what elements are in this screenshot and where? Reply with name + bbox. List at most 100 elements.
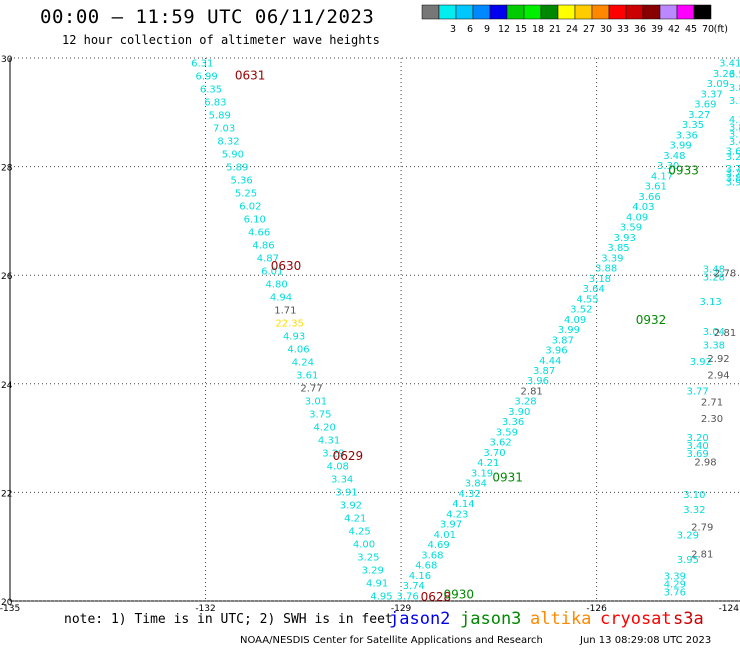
swh-value: 3.39	[664, 571, 686, 582]
y-tick-label: 24	[1, 381, 13, 391]
colorbar-tick-label: 70	[702, 24, 714, 35]
swh-value: 3.36	[502, 417, 524, 428]
swh-value: 3.69	[687, 449, 709, 460]
swh-value: 3.28	[514, 397, 536, 408]
swh-value: 3.30	[657, 161, 679, 172]
swh-value: 3.71	[726, 169, 740, 180]
swh-value: 3.90	[508, 407, 530, 418]
swh-value: 6.10	[244, 215, 266, 226]
swh-value: 1.71	[274, 306, 296, 317]
swh-value: 3.09	[707, 79, 729, 90]
swh-value: 6.35	[200, 85, 222, 96]
swh-value: 7.03	[213, 124, 235, 135]
swh-value: 3.87	[533, 366, 555, 377]
swh-value: 2.94	[707, 370, 729, 381]
swh-value: 4.03	[632, 202, 654, 213]
generated-timestamp: Jun 13 08:29:08 UTC 2023	[580, 635, 712, 646]
y-tick-label: 30	[1, 55, 13, 65]
swh-value: 3.29	[322, 448, 344, 459]
swh-value: 3.99	[669, 141, 691, 152]
swh-value: 3.52	[570, 305, 592, 316]
pass-time-label: 0933	[668, 164, 699, 178]
colorbar-tick-label: 30	[600, 24, 612, 35]
swh-value: 3.26	[713, 69, 735, 80]
swh-value: 3.40	[687, 441, 709, 452]
colorbar-unit: (ft)	[714, 24, 728, 35]
swh-value: 3.96	[527, 376, 549, 387]
swh-value: 3.68	[421, 550, 443, 561]
swh-value: 2.81	[714, 328, 736, 339]
swh-value: 4.09	[626, 212, 648, 223]
swh-value: 3.19	[471, 468, 493, 479]
swh-value: 3.87	[552, 335, 574, 346]
y-tick-label: 28	[1, 164, 13, 174]
swh-value: 4.00	[353, 539, 375, 550]
x-tick-label: -129	[391, 604, 412, 614]
swh-value: 3.48	[663, 151, 685, 162]
swh-value: 3.69	[694, 100, 716, 111]
swh-value: 4.20	[314, 422, 336, 433]
swh-value: 3.70	[483, 448, 505, 459]
y-tick-label: 22	[1, 489, 12, 499]
swh-value: 3.48	[703, 264, 725, 275]
swh-value: 5.36	[230, 176, 252, 187]
x-tick-label: -124	[719, 604, 740, 614]
colorbar-tick-label: 3	[450, 24, 456, 35]
swh-value: 3.32	[683, 505, 705, 516]
swh-value: 3.19	[729, 96, 740, 107]
swh-value: 3.25	[357, 552, 379, 563]
swh-value: 4.91	[366, 578, 388, 589]
pass-time-label: 0931	[492, 471, 523, 485]
swh-value: 4.01	[434, 530, 456, 541]
swh-value: 6.01	[261, 267, 283, 278]
colorbar-tick-label: 9	[484, 24, 490, 35]
swh-value: 4.16	[409, 571, 431, 582]
swh-value: 3.20	[687, 433, 709, 444]
swh-value: 3.59	[496, 427, 518, 438]
swh-value: 3.92	[690, 357, 712, 368]
swh-value: 4.29	[664, 579, 686, 590]
footnote: note: 1) Time is in UTC; 2) SWH is in fe…	[64, 612, 393, 627]
swh-value: 4.95	[370, 591, 392, 602]
swh-value: 3.91	[335, 487, 357, 498]
legend-cryosat: cryosat	[600, 609, 672, 629]
colorbar-tick-label: 21	[549, 24, 561, 35]
swh-value: 4.94	[270, 293, 292, 304]
swh-value: 6.02	[239, 202, 261, 213]
swh-value: 3.39	[601, 253, 623, 264]
swh-value: 3.42	[729, 137, 740, 148]
legend-s3a: s3a	[673, 609, 704, 629]
legend-jason3: jason3	[460, 609, 522, 629]
swh-value: 3.74	[403, 581, 425, 592]
swh-value: 3.27	[726, 152, 740, 163]
swh-value: 6.99	[196, 72, 218, 83]
swh-value: 5.25	[235, 189, 257, 200]
swh-value: 4.68	[415, 561, 437, 572]
x-tick-label: -132	[195, 604, 215, 614]
swh-value: 4.14	[729, 115, 740, 126]
swh-value: 3.62	[490, 438, 512, 449]
swh-value: 4.32	[459, 489, 481, 500]
swh-value: 3.01	[305, 396, 327, 407]
swh-value: 3.95	[677, 555, 699, 566]
swh-value: 3.84	[465, 479, 487, 490]
swh-value: 3.90	[726, 178, 740, 189]
colorbar-swatch	[693, 4, 712, 20]
legend-altika: altika	[530, 609, 592, 629]
swh-value: 3.88	[729, 122, 740, 133]
swh-value: 2.92	[707, 354, 729, 365]
swh-value: 2.81	[691, 550, 713, 561]
swh-value: 4.93	[283, 332, 305, 343]
swh-value: 4.21	[477, 458, 499, 469]
swh-value: 6.31	[191, 59, 213, 70]
swh-value: 2.71	[701, 398, 723, 409]
swh-value: 3.93	[614, 233, 636, 244]
swh-value: 3.10	[683, 490, 705, 501]
y-tick-label: 20	[1, 598, 13, 608]
swh-value: 4.55	[576, 294, 598, 305]
colorbar-tick-label: 24	[566, 24, 578, 35]
colorbar-tick-label: 33	[617, 24, 629, 35]
swh-value: 3.36	[676, 130, 698, 141]
chart-title: 00:00 – 11:59 UTC 06/11/2023	[40, 6, 375, 28]
pass-time-label: 0932	[636, 313, 667, 327]
